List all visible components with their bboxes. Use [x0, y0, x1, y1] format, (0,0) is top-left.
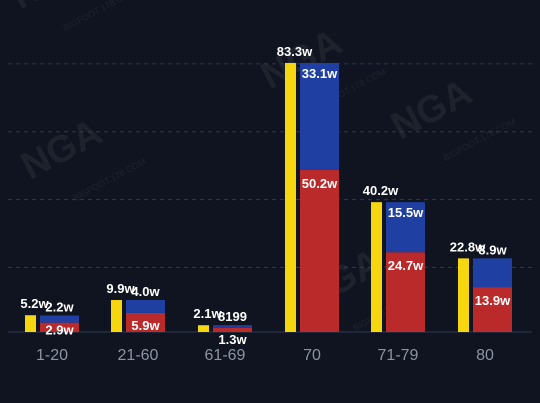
stack-bottom-value-label: 50.2w: [302, 176, 338, 191]
stack-top-value-label: 33.1w: [302, 66, 338, 81]
x-tick-label: 70: [303, 347, 321, 364]
total-value-label: 2.1w: [193, 306, 222, 321]
stack-top-value-label: 2.2w: [45, 300, 74, 315]
x-tick-label: 80: [476, 347, 494, 364]
stack-top-value-label: 8.9w: [478, 242, 507, 257]
x-tick-label: 1-20: [36, 347, 68, 364]
stack-bottom-value-label: 13.9w: [475, 293, 511, 308]
stack-top-bar: [126, 300, 165, 313]
total-bar: [25, 315, 36, 332]
stack-bottom-bar: [386, 252, 425, 332]
stack-bottom-value-label: 24.7w: [388, 258, 424, 273]
stack-top-value-label: 4.0w: [131, 284, 160, 299]
stack-top-bar: [386, 202, 425, 253]
total-bar: [198, 325, 209, 332]
total-bar: [111, 300, 122, 332]
stack-bottom-value-label: 1.3w: [218, 332, 247, 347]
total-value-label: 9.9w: [106, 281, 135, 296]
total-bar: [371, 202, 382, 332]
stack-bottom-bar: [300, 169, 339, 332]
stack-top-bar: [473, 258, 512, 288]
total-value-label: 40.2w: [363, 183, 399, 198]
x-tick-label: 21-60: [118, 347, 159, 364]
total-value-label: 5.2w: [20, 296, 49, 311]
stack-top-value-label: 8199: [218, 309, 247, 324]
total-value-label: 22.8w: [450, 239, 486, 254]
stack-top-bar: [213, 325, 252, 328]
stack-bottom-bar: [40, 322, 79, 332]
x-tick-label: 71-79: [378, 347, 419, 364]
total-bar: [285, 62, 296, 332]
stack-top-value-label: 15.5w: [388, 205, 424, 220]
stack-bottom-bar: [473, 287, 512, 332]
total-value-label: 83.3w: [277, 44, 313, 59]
stack-bottom-value-label: 5.9w: [131, 318, 160, 333]
stack-bottom-bar: [126, 312, 165, 332]
stack-top-bar: [40, 315, 79, 323]
stack-bottom-value-label: 2.9w: [45, 323, 74, 338]
stack-top-bar: [300, 62, 339, 170]
x-tick-label: 61-69: [205, 347, 246, 364]
stack-bottom-bar: [213, 327, 252, 332]
total-bar: [458, 258, 469, 332]
